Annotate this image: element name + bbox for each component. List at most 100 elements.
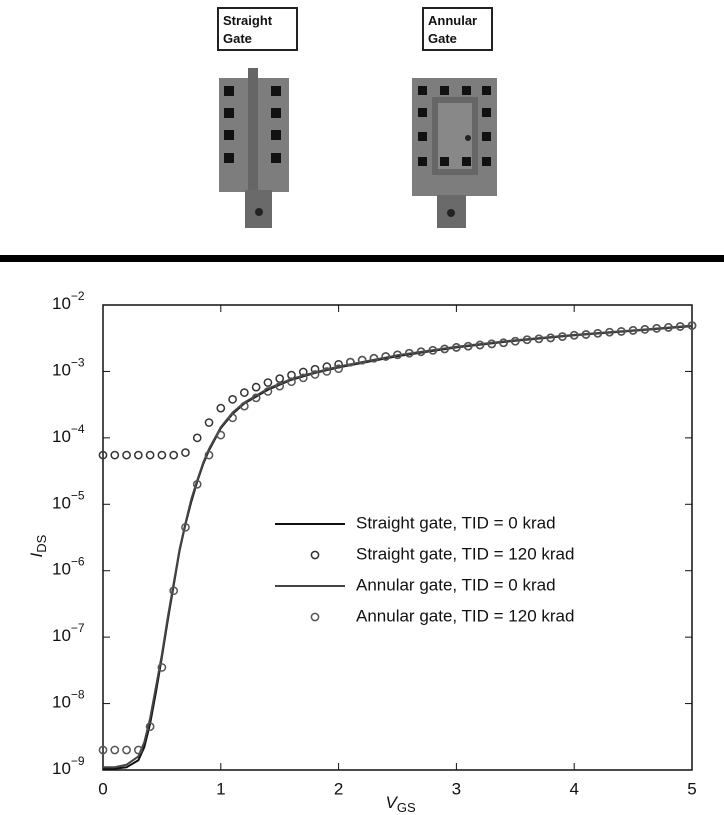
data-point [251,393,261,403]
contact [255,208,263,216]
data-point [98,450,108,460]
data-point [310,370,320,379]
label-box [217,7,298,51]
x-tick-label: 0 [98,779,107,798]
data-point [393,350,402,360]
data-point [664,323,673,332]
data-point [204,418,214,427]
data-point [157,450,167,460]
data-point [157,663,167,672]
data-point [593,328,603,338]
data-point [428,345,438,355]
data-point [499,338,508,348]
data-point [240,388,249,397]
x-axis-label: VGS [386,793,416,815]
data-point [275,374,285,383]
data-point [605,327,614,337]
data-point [122,450,131,460]
annular-layout: Annular Gate [412,7,497,228]
data-point [216,430,226,440]
data-point [652,324,662,333]
data-point [145,450,155,460]
data-point [616,327,626,336]
data-point [216,403,226,413]
data-point [298,373,308,383]
contacts [224,86,281,163]
data-point [581,330,591,339]
y-tick-label: 10−8 [52,688,85,712]
data-point [334,359,343,369]
gate [248,68,258,192]
data-point [110,745,120,755]
data-point [263,387,273,396]
x-tick-label: 3 [452,779,461,798]
straight-layout: Straight Gate [217,7,298,228]
data-point [169,586,179,596]
legend-marker [310,550,320,560]
data-point [381,352,391,361]
data-point [169,450,179,460]
data-point [510,336,520,346]
data-point [240,401,249,411]
data-point [404,348,414,358]
divider [0,255,724,262]
data-point [569,330,579,340]
x-tick-label: 4 [569,779,578,798]
legend-label: Straight gate, TID = 120 krad [356,544,574,563]
data-point [475,340,485,350]
y-tick-label: 10−7 [52,621,85,645]
y-tick-label: 10−6 [52,555,85,579]
data-point [275,381,285,391]
plot-frame [102,304,693,771]
contacts [418,86,491,166]
data-point [192,433,202,443]
data-point [522,335,532,345]
data-point [110,450,120,460]
data-point [687,321,697,330]
data-point [357,355,367,365]
data-point [181,448,190,457]
y-tick-label: 10−2 [52,289,85,313]
y-tick-label: 10−4 [52,422,85,446]
data-point [640,324,650,334]
y-tick-label: 10−3 [52,356,85,380]
data-point [546,333,555,343]
contact [447,209,455,217]
data-point [251,382,261,392]
legend-label: Straight gate, TID = 0 krad [356,513,556,532]
data-point [463,341,473,351]
legend-marker [310,612,320,622]
data-point [452,343,461,352]
data-point [145,722,155,731]
data-point [628,326,638,335]
data-point [440,344,449,354]
legend-label: Annular gate, TID = 0 krad [356,575,556,594]
layout-label: Gate [223,31,252,46]
layout-label: Straight [223,13,273,28]
data-point [228,394,237,404]
y-tick-label: 10−5 [52,488,85,512]
x-tick-label: 1 [216,779,225,798]
data-point [122,745,131,755]
data-point [558,332,567,341]
contact [465,135,471,141]
data-point [181,522,190,532]
y-axis-label: IDS [27,534,49,557]
data-point [334,364,343,374]
y-tick-label: 10−9 [52,754,85,778]
layout-label: Gate [428,31,457,46]
data-point [192,479,202,489]
data-point [98,745,108,755]
data-point [322,367,332,376]
layout-label: Annular [428,13,477,28]
data-point [369,353,379,363]
data-point [346,357,355,367]
data-point [263,378,273,387]
data-point [204,450,214,460]
x-tick-label: 5 [687,779,696,798]
x-tick-label: 2 [334,779,343,798]
data-point [133,745,143,755]
data-point [287,377,296,387]
